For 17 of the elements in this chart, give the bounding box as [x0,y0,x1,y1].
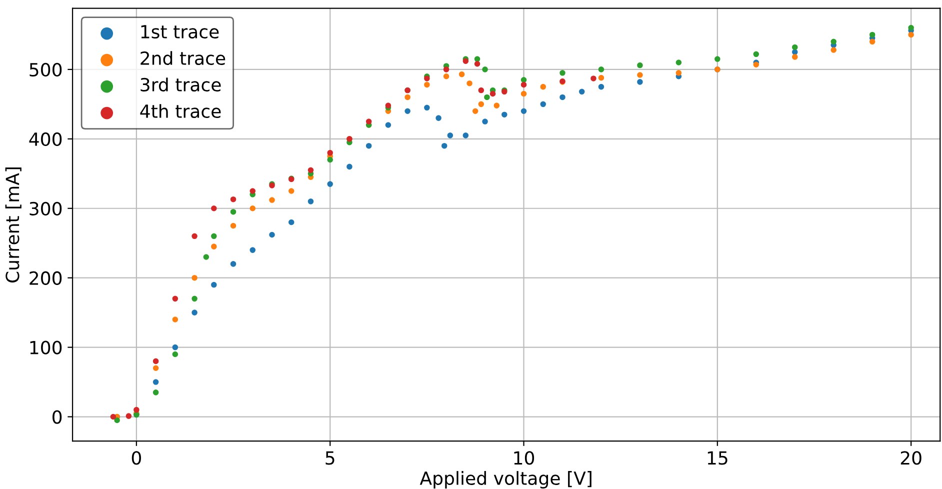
y-axis-title: Current [mA] [5,167,22,282]
x-tick-label: 15 [708,451,728,465]
legend-label: 2nd trace [140,51,226,66]
y-tick-label: 500 [30,62,62,77]
x-tick-label: 0 [132,451,141,465]
x-tick-label: 10 [514,451,534,465]
x-tick-label: 20 [900,451,922,465]
y-tick-label: 400 [29,132,62,146]
x-axis-title: Applied voltage [V] [420,471,592,489]
y-tick-label: 300 [30,202,62,216]
y-tick-label: 100 [30,340,62,354]
legend-label: 1st trace [141,25,219,39]
legend-label: 3rd trace [140,78,221,92]
y-tick-label: 200 [30,271,62,285]
y-tick-label: 0 [52,410,62,424]
legend-label: 4th trace [140,104,221,118]
x-tick-label: 5 [326,451,334,465]
